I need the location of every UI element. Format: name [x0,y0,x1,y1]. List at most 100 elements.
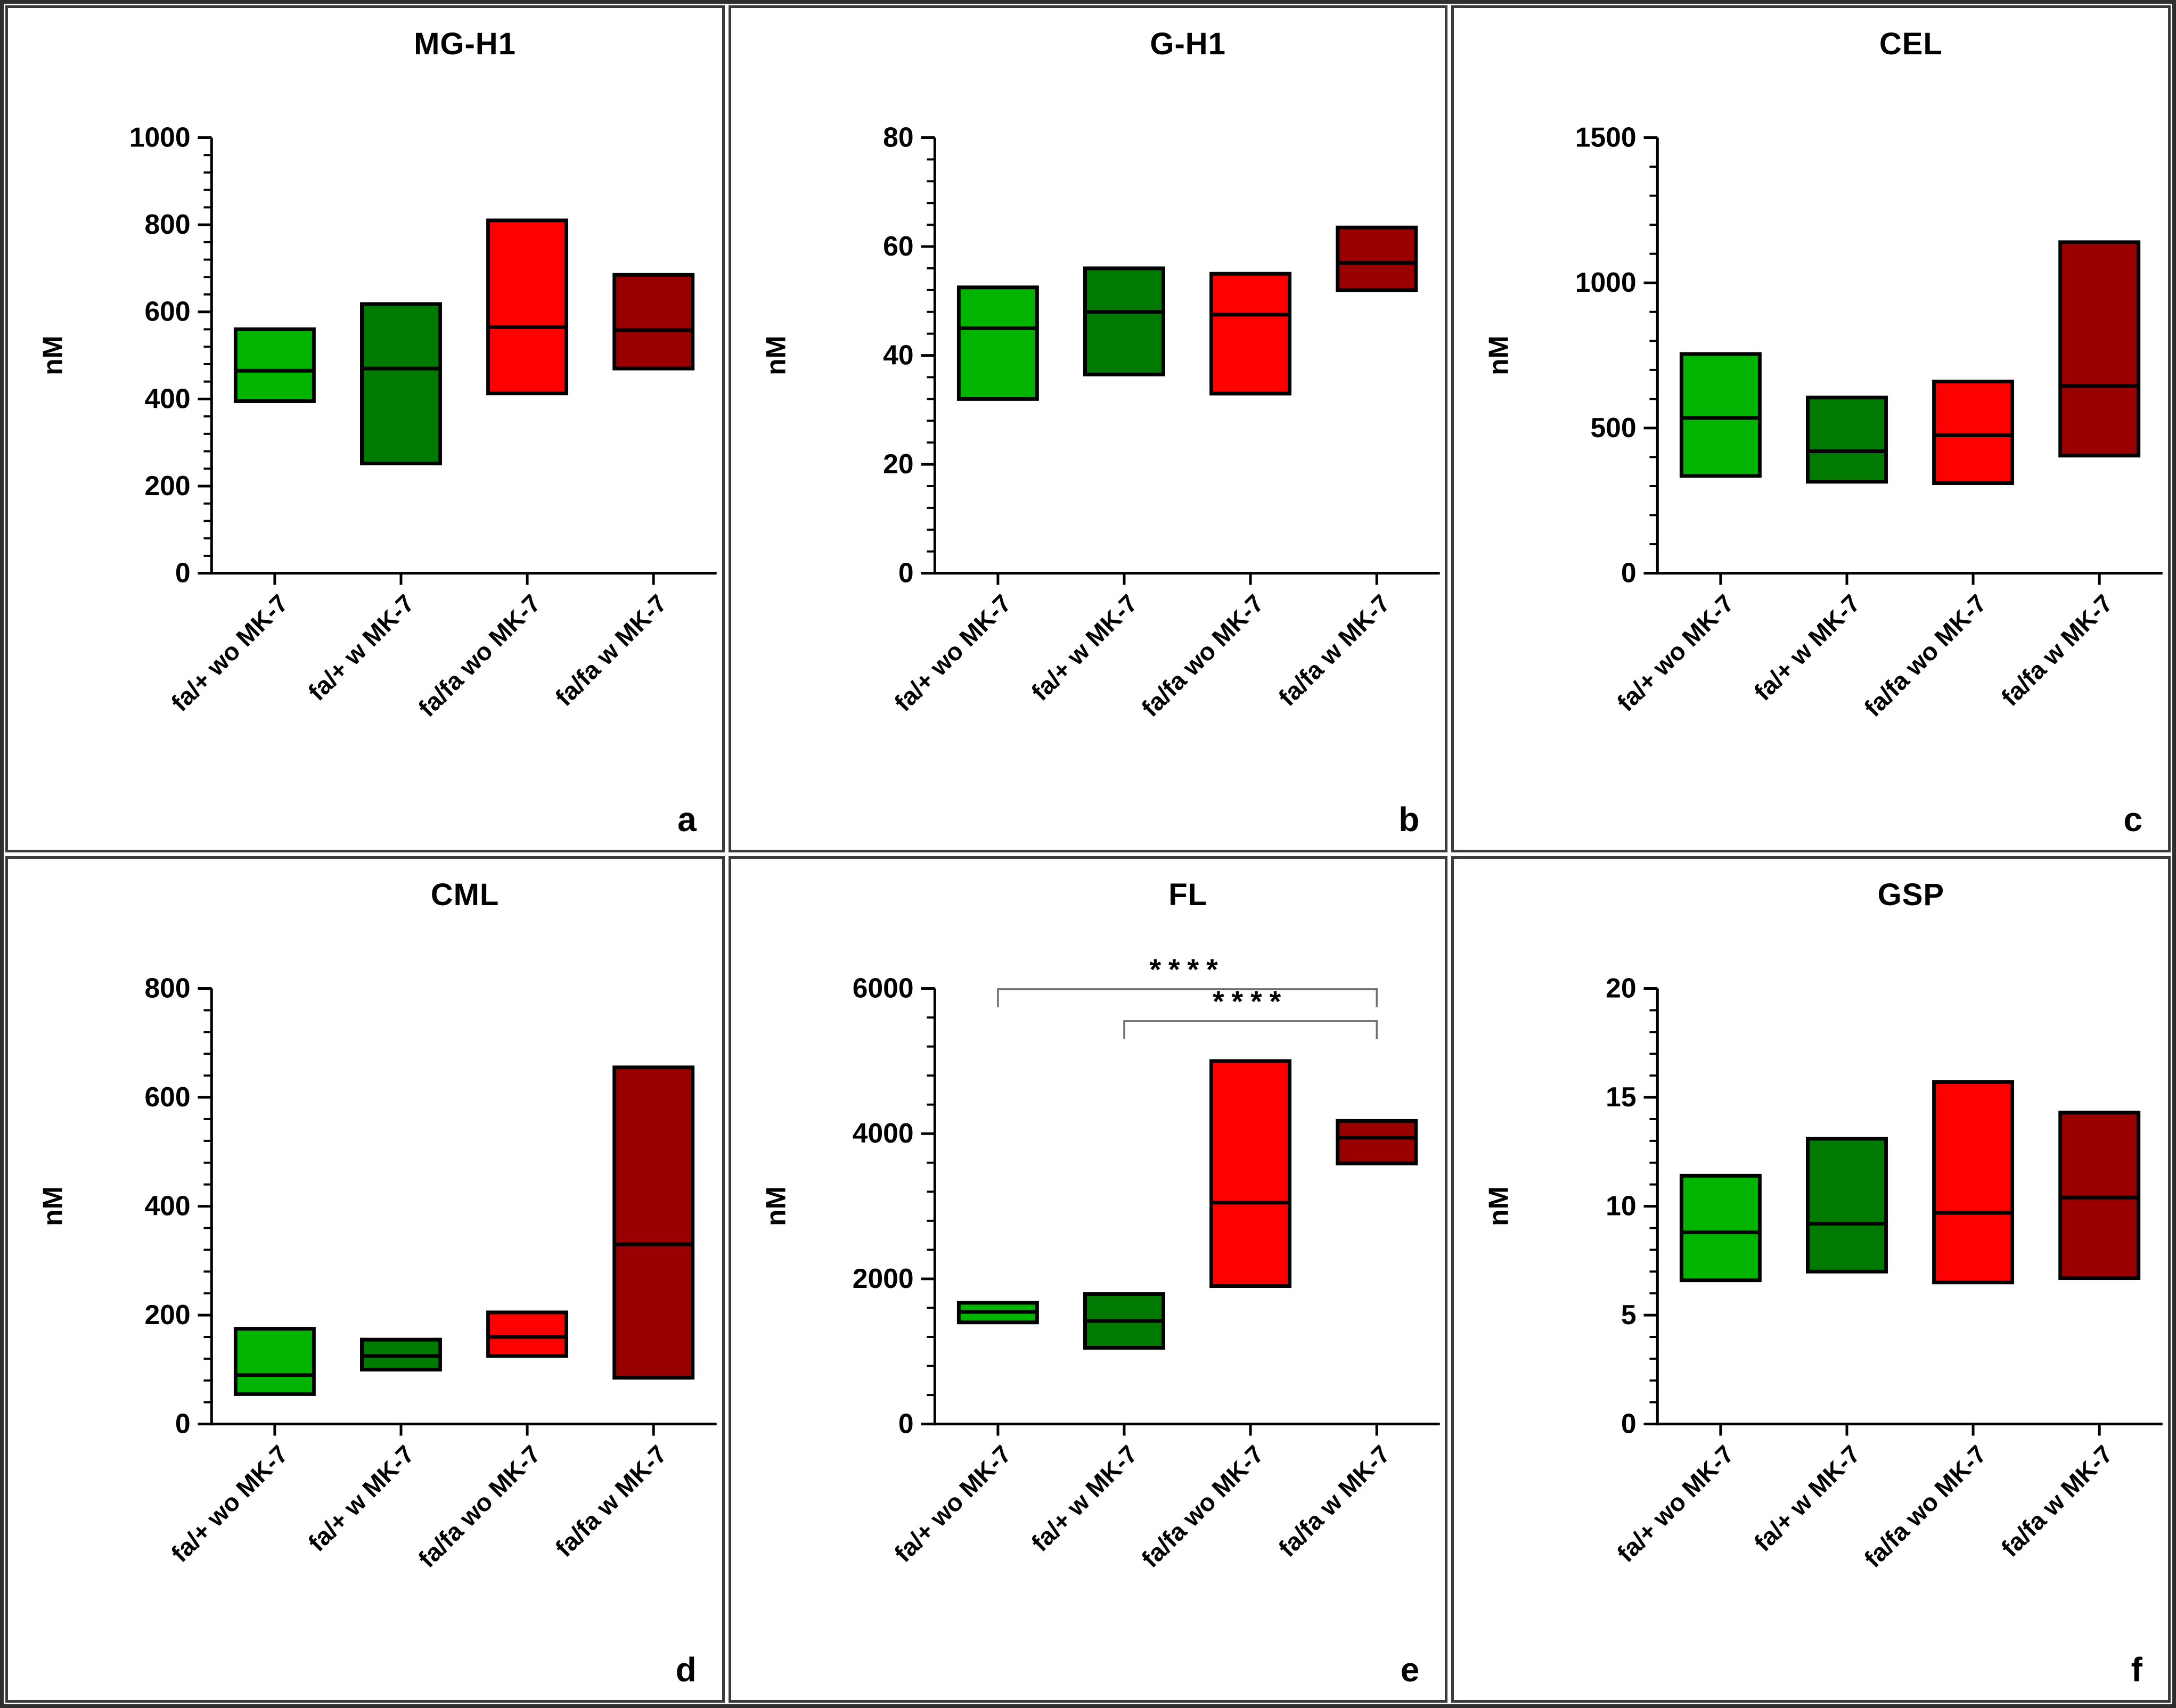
floating-bar-3 [1209,1058,1291,1288]
panel-gsp: 0 5 10 15 20 fa/+ wo MK-7 fa/+ w MK-7 fa/fa wo … [1451,856,2171,1703]
y-tick-label: 800 [144,972,190,1003]
floating-bar-2 [360,302,442,465]
y-tick-label: 5 [1621,1299,1637,1329]
y-tick-label: 80 [883,121,913,152]
floating-bar-4 [1335,1119,1418,1165]
floating-bar-1 [1680,1173,1762,1282]
x-category-label: fa/+ wo MK-7 [889,589,1016,717]
y-tick-label: 1500 [1575,121,1637,152]
y-tick-label: 1000 [129,121,191,152]
x-category-label: fa/fa w MK-7 [1273,589,1395,711]
y-tick-label: 2000 [852,1262,913,1293]
floating-bar-1 [233,327,316,403]
y-tick-label: 0 [1621,557,1637,588]
panel-cel: 0 500 1000 1500 fa/+ wo MK-7 fa/+ w MK-7 fa/fa… [1451,5,2171,852]
significance-stars: **** [1149,952,1225,986]
panel-letter-f: f [2131,1650,2142,1689]
panel-g-h1: 0 20 40 60 80 fa/+ wo MK-7 fa/+ w MK-7 fa/fa wo… [728,5,1448,852]
x-category-label: fa/+ w MK-7 [1026,589,1142,706]
x-category-label: fa/fa w MK-7 [550,1440,672,1562]
x-category-label: fa/fa w MK-7 [550,589,672,711]
floating-bar-3 [486,218,569,396]
x-category-label: fa/fa wo MK-7 [1859,589,1992,722]
floating-bar-2 [1083,266,1165,376]
y-tick-label: 10 [1606,1190,1636,1221]
plot-g-h1: 0 20 40 60 80 fa/+ wo MK-7 fa/+ w MK-7fa/fa wo… [760,121,1440,722]
panel-fl: 0 2000 4000 6000 fa/+ wo MK-7 fa/+ w MK-7 fa/f… [728,856,1448,1703]
significance-stars: **** [1213,984,1288,1017]
panel-letter-d: d [675,1650,697,1689]
x-category-label: fa/+ wo MK-7 [166,1440,293,1567]
x-category-label: fa/+ wo MK-7 [1612,1440,1739,1567]
floating-bar-1 [1680,352,1762,478]
x-category-label: fa/+ wo MK-7 [889,1440,1016,1567]
floating-bar-2 [1806,1136,1888,1274]
y-tick-label: 4000 [852,1118,913,1148]
x-category-label: fa/+ wo MK-7 [166,589,293,717]
y-tick-label: 800 [144,209,190,240]
panel-title-fl: FL [1168,877,1208,912]
x-category-label: fa/+ w MK-7 [1749,1440,1866,1556]
y-axis-title: nM [760,1186,791,1226]
y-tick-label: 40 [883,339,913,370]
significance-bracket [1123,1020,1378,1039]
y-tick-label: 20 [883,448,913,479]
x-category-label: fa/+ w MK-7 [1026,1440,1142,1556]
plot-mg-h1: 0 200 400 600 800 1000 fa/+ wo MK-7 fa/+ w MK-7… [37,121,717,722]
y-tick-label: 600 [144,296,190,327]
y-tick-label: 6000 [852,972,913,1003]
x-category-label: fa/fa w MK-7 [1996,589,2118,711]
y-tick-label: 500 [1591,412,1637,443]
y-tick-label: 0 [175,1408,191,1439]
panel-cml: 0 200 400 600 800 fa/+ wo MK-7 fa/+ w MK-7 fa/f… [5,856,725,1703]
panel-title-gsp: GSP [1877,877,1945,912]
panel-title-cel: CEL [1879,27,1943,61]
y-tick-label: 1000 [1575,267,1637,298]
panel-title-mg-h1: MG-H1 [414,27,516,61]
plot-gsp: 0 5 10 15 20 fa/+ wo MK-7 fa/+ w MK-7fa/fa wo … [1483,972,2163,1573]
y-tick-label: 400 [144,1190,190,1221]
y-axis-title: nM [760,335,791,375]
panel-letter-e: e [1400,1650,1420,1689]
y-tick-label: 15 [1606,1081,1636,1112]
x-category-label: fa/+ w MK-7 [1749,589,1866,706]
panel-letter-a: a [677,800,697,839]
y-axis-title: nM [37,1186,68,1226]
y-tick-label: 400 [144,383,190,414]
y-tick-label: 0 [898,1408,914,1439]
floating-bar-4 [2058,240,2141,458]
floating-bar-4 [612,1065,695,1379]
y-tick-label: 600 [144,1081,190,1112]
x-category-label: fa/fa wo MK-7 [413,1440,546,1573]
floating-bar-4 [612,273,695,371]
y-tick-label: 0 [175,557,191,588]
y-axis-title: nM [37,335,68,375]
y-tick-label: 0 [898,557,914,588]
floating-bar-1 [233,1326,316,1396]
x-category-label: fa/+ w MK-7 [303,1440,420,1556]
panel-title-cml: CML [430,877,500,912]
x-category-label: fa/fa w MK-7 [1273,1440,1395,1562]
x-category-label: fa/fa w MK-7 [1996,1440,2118,1562]
floating-bar-3 [486,1310,569,1358]
panel-mg-h1: 0 200 400 600 800 1000 fa/+ wo MK-7 fa/+ w MK-7… [5,5,725,852]
x-category-label: fa/fa wo MK-7 [1136,589,1269,722]
floating-bar-3 [1209,272,1291,396]
panel-title-g-h1: G-H1 [1150,27,1226,61]
floating-bar-1 [956,285,1039,401]
y-axis-title: nM [1483,335,1514,375]
floating-bar-2 [1806,396,1888,484]
y-tick-label: 200 [144,470,190,501]
y-axis-title: nM [1483,1186,1514,1226]
y-tick-label: 200 [144,1299,190,1329]
panel-letter-b: b [1398,800,1420,839]
floating-bar-4 [2058,1110,2141,1280]
floating-bar-3 [1932,380,2015,486]
x-category-label: fa/fa wo MK-7 [1136,1440,1269,1573]
panel-letter-c: c [2123,800,2142,839]
floating-bar-4 [1335,225,1418,292]
